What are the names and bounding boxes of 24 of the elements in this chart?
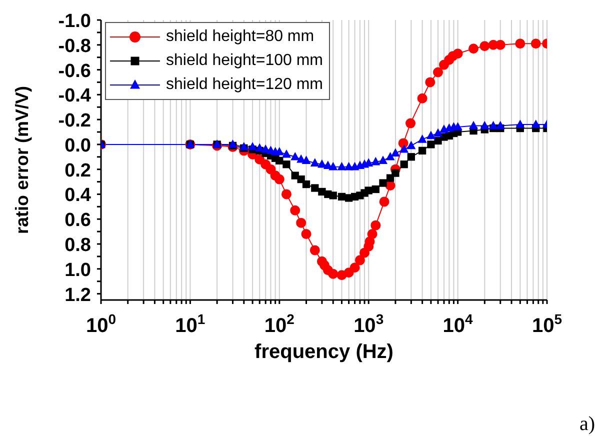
x-tick-label: 10$^{4}$ (442, 311, 474, 337)
y-tick-label: 0.8 (64, 235, 91, 256)
y-tick-label: 0.0 (64, 135, 91, 156)
y-tick-label: -0.6 (58, 60, 91, 82)
y-tick-label: -1.0 (58, 11, 91, 32)
text: a) (579, 413, 595, 436)
y-tick-label: 0.4 (64, 185, 92, 206)
x-axis-title: frequency (Hz) (254, 341, 394, 363)
y-tick-label: 1.2 (64, 284, 91, 306)
x-tick-label: 10$^{1}$ (175, 311, 206, 337)
y-tick-label: 0.2 (64, 160, 91, 182)
y-tick-label: -0.2 (58, 110, 91, 132)
legend-label: shield height=80 mm (166, 27, 314, 47)
x-tick-label: 10$^{5}$ (532, 311, 562, 337)
y-tick-label: 1.0 (64, 260, 91, 281)
x-tick-label: 10$^{2}$ (264, 311, 295, 337)
y-tick-label: -0.4 (58, 86, 92, 107)
y-tick-label: -0.8 (58, 36, 91, 57)
x-tick-label: 10$^{0}$ (86, 311, 116, 337)
y-axis-title: ratio error (mV/V) (12, 86, 32, 234)
y-tick-label: 0.6 (64, 210, 91, 232)
legend-label: shield height=120 mm (166, 75, 323, 95)
x-tick-label: 10$^{3}$ (354, 311, 384, 337)
legend-label: shield height=100 mm (166, 51, 323, 71)
